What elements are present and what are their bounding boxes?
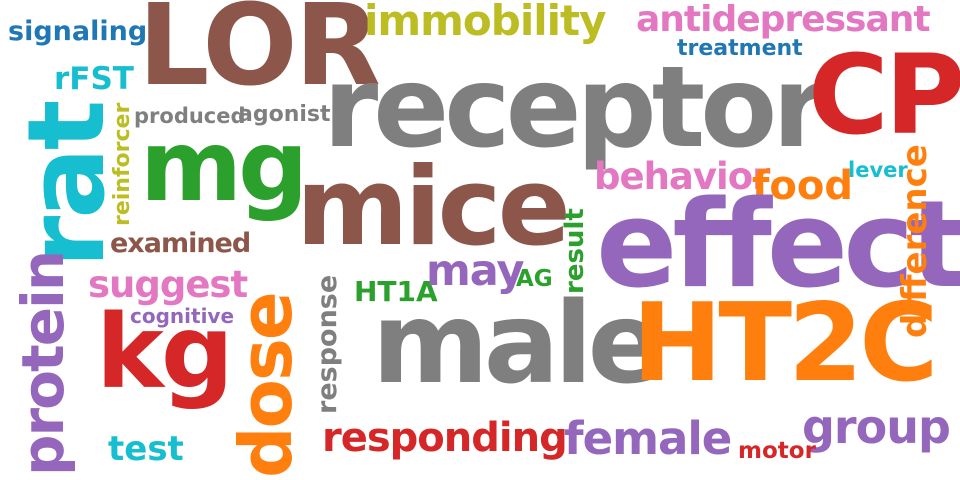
- word-treatment: treatment: [677, 36, 803, 61]
- word-produced: produced: [134, 104, 246, 128]
- word-food: food: [752, 163, 853, 209]
- word-antidepressant: antidepressant: [636, 0, 931, 40]
- word-receptor: receptor: [323, 43, 827, 173]
- word-suggest: suggest: [88, 263, 248, 306]
- word-AG: AG: [516, 266, 553, 292]
- word-motor: motor: [738, 438, 816, 464]
- word-kg: kg: [96, 293, 234, 412]
- word-response: response: [312, 274, 343, 414]
- word-protein: protein: [9, 251, 77, 476]
- word-immobility: immobility: [364, 0, 606, 45]
- word-responding: responding: [322, 415, 568, 461]
- word-behavior: behavior: [594, 155, 770, 198]
- word-agonist: agonist: [238, 102, 331, 127]
- word-examined: examined: [110, 228, 251, 259]
- word-female: female: [564, 412, 732, 465]
- word-mg: mg: [140, 110, 308, 224]
- word-effect: effect: [596, 176, 960, 315]
- word-mice: mice: [296, 145, 571, 270]
- word-rat: rat: [5, 102, 128, 268]
- word-male: male: [372, 279, 664, 409]
- word-group: group: [802, 400, 951, 454]
- word-may: may: [426, 246, 525, 296]
- word-LOR: LOR: [138, 0, 381, 111]
- word-signaling: signaling: [8, 16, 148, 47]
- word-HT2C: HT2C: [632, 281, 938, 406]
- word-reinforcer: reinforcer: [110, 102, 135, 226]
- word-dose: dose: [224, 293, 308, 478]
- word-lever: lever: [848, 158, 908, 182]
- word-CP: CP: [808, 31, 960, 159]
- word-cognitive: cognitive: [130, 304, 235, 328]
- word-HT1A: HT1A: [354, 275, 438, 308]
- word-test: test: [108, 429, 184, 469]
- word-rFST: rFST: [54, 61, 134, 97]
